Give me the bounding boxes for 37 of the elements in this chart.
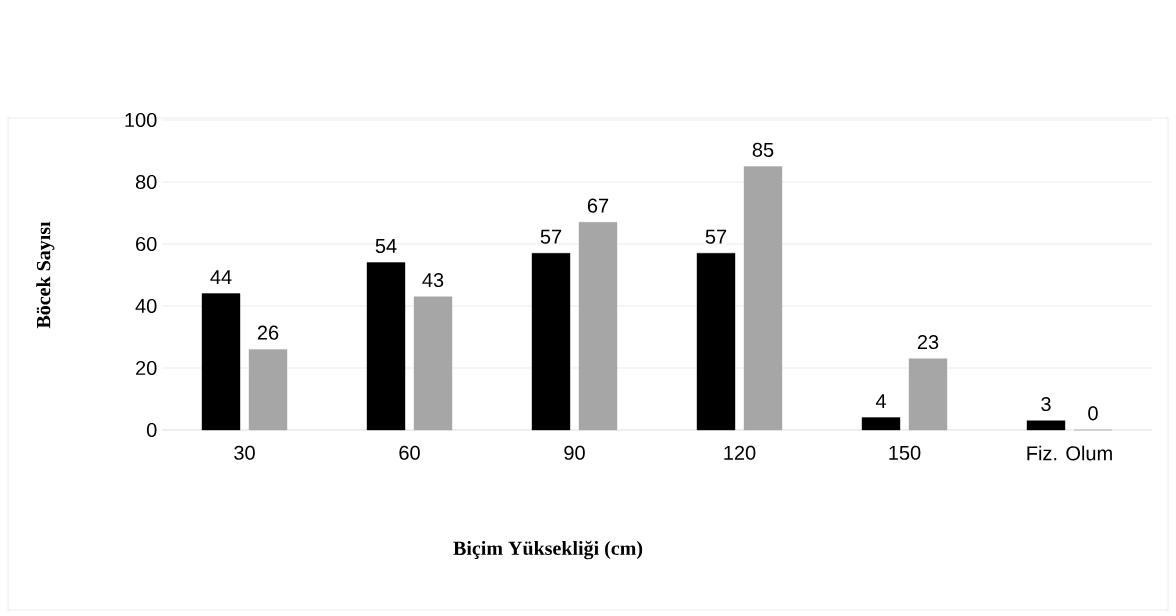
- x-tick-label: 60: [399, 445, 420, 460]
- bar: [531, 253, 571, 431]
- bar: [743, 166, 783, 431]
- x-tick-label: Fiz. Olum: [1027, 445, 1112, 461]
- x-tick-label: 120: [724, 445, 756, 460]
- x-axis-title: Biçim Yüksekliği (cm): [453, 540, 643, 560]
- bar: [1026, 420, 1066, 431]
- y-tick-label: 100: [125, 112, 157, 128]
- y-tick-label: 0: [146, 422, 157, 438]
- data-label: 67: [587, 198, 609, 213]
- x-tick-label: 90: [564, 445, 585, 460]
- data-label: 85: [752, 142, 774, 157]
- y-tick-label: 40: [135, 298, 157, 314]
- data-label: 3: [1041, 396, 1051, 412]
- bar: [413, 296, 453, 431]
- data-label: 54: [375, 239, 397, 253]
- data-label: 44: [210, 270, 232, 284]
- y-axis-title: Böcek Sayısı: [36, 221, 55, 329]
- x-tick-label: 30: [234, 445, 255, 460]
- data-label: 4: [875, 394, 886, 408]
- bar: [201, 293, 241, 431]
- y-tick-label: 20: [136, 360, 157, 376]
- data-label: 43: [422, 272, 444, 288]
- y-tick-label: 60: [136, 236, 157, 252]
- data-label: 57: [705, 229, 727, 244]
- y-tick-label: 80: [135, 174, 157, 190]
- data-label: 23: [917, 334, 939, 350]
- bar: [578, 222, 618, 431]
- data-label: 26: [257, 325, 279, 340]
- bar: [366, 262, 406, 431]
- data-label: 0: [1088, 406, 1098, 421]
- bar: [908, 358, 948, 431]
- bar: [861, 417, 901, 431]
- bar: [248, 349, 288, 431]
- data-label: 57: [540, 229, 562, 244]
- x-tick-label: 150: [889, 445, 921, 460]
- bar: [696, 253, 736, 431]
